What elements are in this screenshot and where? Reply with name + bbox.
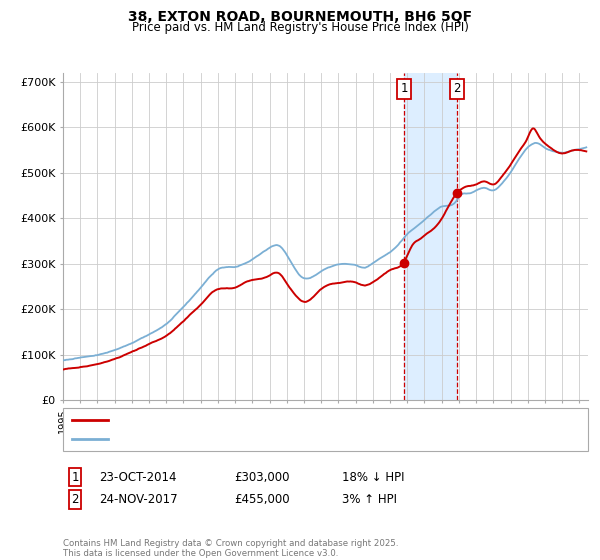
Text: 38, EXTON ROAD, BOURNEMOUTH, BH6 5QF: 38, EXTON ROAD, BOURNEMOUTH, BH6 5QF bbox=[128, 10, 472, 24]
Text: 24-NOV-2017: 24-NOV-2017 bbox=[99, 493, 178, 506]
Text: £303,000: £303,000 bbox=[234, 470, 290, 484]
Text: 1: 1 bbox=[400, 82, 408, 95]
Text: 3% ↑ HPI: 3% ↑ HPI bbox=[342, 493, 397, 506]
Text: HPI: Average price, detached house, Bournemouth Christchurch and Poole: HPI: Average price, detached house, Bour… bbox=[114, 434, 502, 444]
Text: Contains HM Land Registry data © Crown copyright and database right 2025.
This d: Contains HM Land Registry data © Crown c… bbox=[63, 539, 398, 558]
Text: 2: 2 bbox=[454, 82, 461, 95]
Text: 38, EXTON ROAD, BOURNEMOUTH, BH6 5QF (detached house): 38, EXTON ROAD, BOURNEMOUTH, BH6 5QF (de… bbox=[114, 415, 440, 425]
Text: 23-OCT-2014: 23-OCT-2014 bbox=[99, 470, 176, 484]
Bar bbox=[404, 73, 457, 400]
Text: 18% ↓ HPI: 18% ↓ HPI bbox=[342, 470, 404, 484]
Text: £455,000: £455,000 bbox=[234, 493, 290, 506]
Text: 1: 1 bbox=[71, 470, 79, 484]
Text: 2: 2 bbox=[71, 493, 79, 506]
Text: Price paid vs. HM Land Registry's House Price Index (HPI): Price paid vs. HM Land Registry's House … bbox=[131, 21, 469, 34]
